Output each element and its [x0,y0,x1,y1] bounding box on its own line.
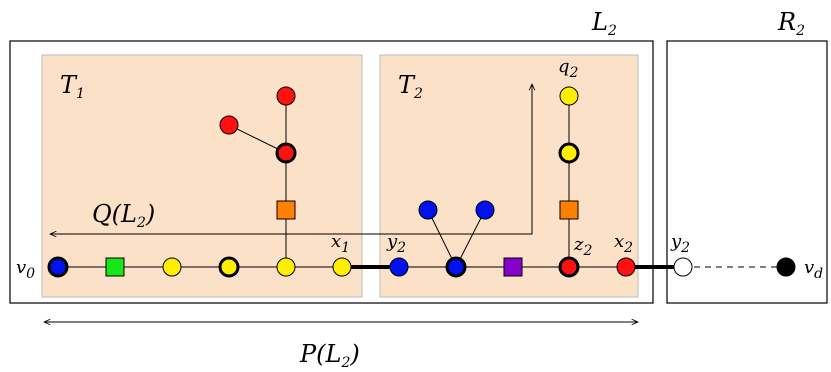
node-t1-red-top [276,86,296,106]
node-t1-red-bold [275,142,297,164]
label-x2: x2 [614,231,633,256]
label-Q: Q(L2) [92,200,155,231]
edge-t1-diagonal [228,124,287,154]
node-y2-T2 [389,257,409,277]
node-t2-blue-right [475,200,495,220]
box-R2 [666,40,828,304]
node-z2 [558,256,580,278]
node-t1-red-left [219,115,239,135]
node-t2-blue-left [418,200,438,220]
edge-t2-left-branch [427,209,457,268]
label-P: P(L2) [299,340,360,371]
node-vd [776,257,796,277]
node-purple-square [503,257,523,277]
label-x1: x1 [331,231,350,256]
label-q2: q2 [558,56,579,81]
label-R2: R2 [777,8,805,39]
node-v0 [47,256,69,278]
label-vd: vd [804,257,823,282]
path-Q-arrow [50,84,532,234]
label-y2-R2: y2 [670,231,690,256]
node-q2 [559,86,579,106]
label-L2: L2 [591,8,617,39]
node-t2-orange-square [559,200,579,220]
node-t2-yellow-bold [558,142,580,164]
edge-t2-right-branch [455,209,486,268]
node-yellow-bold [218,256,240,278]
label-z2: z2 [573,234,592,259]
node-green-square [105,257,125,277]
box-L2 [9,40,654,304]
label-v0: v0 [16,257,35,282]
node-y2-R2 [673,257,693,277]
node-yellow-junction [276,257,296,277]
node-yellow-1 [162,257,182,277]
label-y2-T2: y2 [386,231,406,256]
node-x2 [616,257,636,277]
region-T1 [41,54,363,298]
node-t1-orange-square [276,200,296,220]
node-x1 [332,257,352,277]
node-blue-bold [445,256,467,278]
